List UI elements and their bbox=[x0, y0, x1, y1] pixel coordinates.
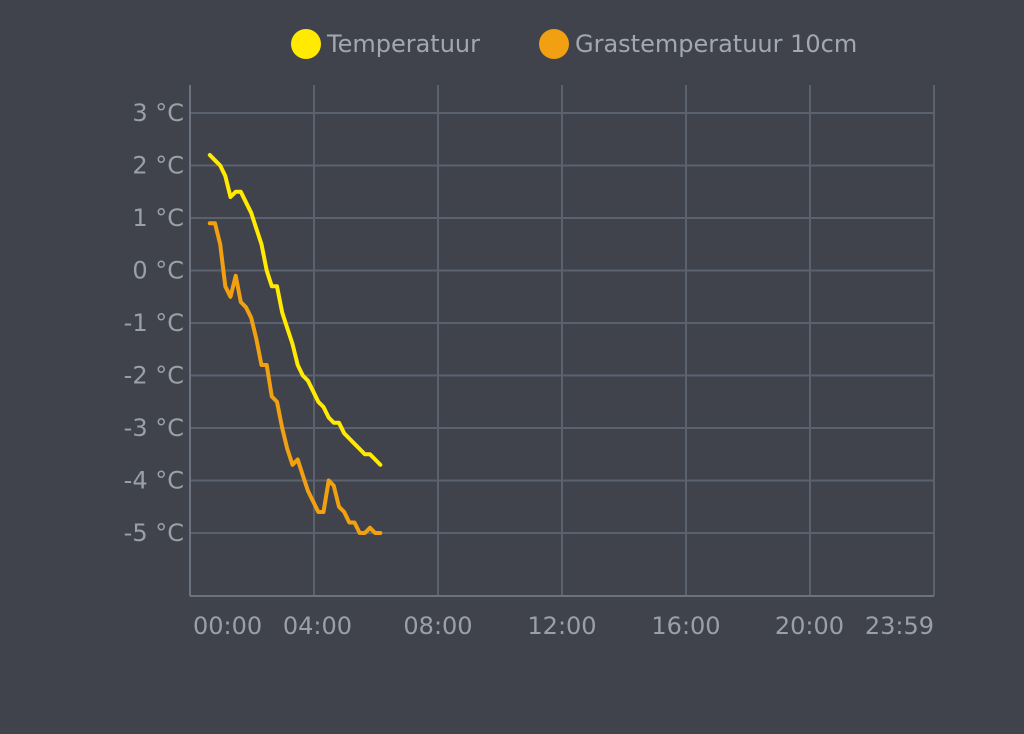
y-tick-label: 2 °C bbox=[132, 152, 184, 180]
x-tick-label: 04:00 bbox=[283, 612, 352, 640]
series-line-grastemperatuur bbox=[207, 221, 383, 535]
legend-swatch bbox=[539, 29, 569, 59]
x-tick-label: 16:00 bbox=[651, 612, 720, 640]
series-lines bbox=[207, 153, 383, 535]
x-axis-labels: 00:00 04:00 08:00 12:00 16:00 20:00 23:59 bbox=[193, 612, 934, 640]
x-tick-label: 23:59 bbox=[865, 612, 934, 640]
y-tick-label: -4 °C bbox=[124, 467, 184, 495]
legend-label: Temperatuur bbox=[326, 30, 480, 58]
series-line-temperatuur bbox=[207, 153, 383, 467]
y-tick-label: 0 °C bbox=[132, 257, 184, 285]
x-tick-label: 12:00 bbox=[527, 612, 596, 640]
y-tick-label: -5 °C bbox=[124, 519, 184, 547]
legend-item-temperatuur[interactable]: Temperatuur bbox=[291, 29, 480, 59]
legend-swatch bbox=[291, 29, 321, 59]
y-axis-labels: 3 °C 2 °C 1 °C 0 °C -1 °C -2 °C -3 °C -4 °C -5 °… bbox=[124, 99, 184, 547]
y-tick-label: -1 °C bbox=[124, 309, 184, 337]
legend-item-grastemperatuur[interactable]: Grastemperatuur 10cm bbox=[539, 29, 857, 59]
y-tick-label: -2 °C bbox=[124, 362, 184, 390]
legend-label: Grastemperatuur 10cm bbox=[575, 30, 857, 58]
grid-lines bbox=[189, 85, 935, 596]
y-tick-label: -3 °C bbox=[124, 414, 184, 442]
x-tick-label: 00:00 bbox=[193, 612, 262, 640]
y-tick-label: 1 °C bbox=[132, 204, 184, 232]
axes bbox=[189, 85, 934, 597]
x-tick-label: 20:00 bbox=[775, 612, 844, 640]
y-tick-label: 3 °C bbox=[132, 99, 184, 127]
x-tick-label: 08:00 bbox=[403, 612, 472, 640]
legend[interactable]: Temperatuur Grastemperatuur 10cm bbox=[291, 29, 857, 59]
